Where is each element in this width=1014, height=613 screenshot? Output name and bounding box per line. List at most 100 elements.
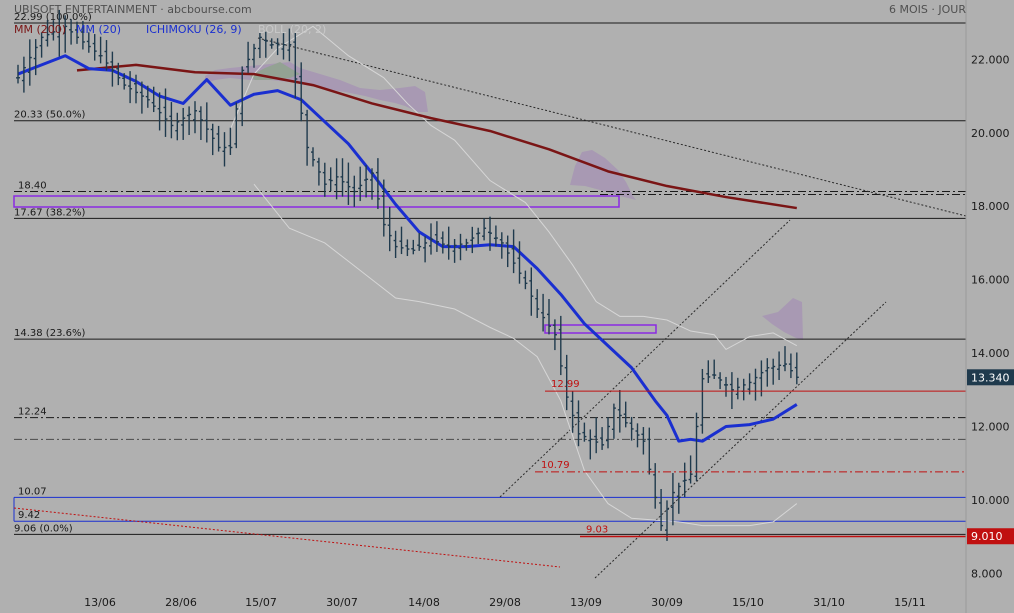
price-bar [647, 427, 652, 475]
fib-level-label: 22.99 (100.0%) [14, 12, 92, 23]
trend-lines [13, 37, 967, 579]
price-bar [417, 233, 422, 251]
price-bar [458, 233, 463, 261]
price-bar [204, 102, 209, 143]
price-bar [712, 359, 717, 379]
price-bar [611, 403, 616, 439]
y-tick-label: 16.000 [971, 274, 1010, 287]
price-bar [564, 354, 569, 411]
fib-level-label: 17.67 (38.2%) [14, 207, 85, 218]
price-bar [163, 88, 168, 137]
price-bar [552, 319, 557, 351]
price-bar [570, 391, 575, 433]
price-bar [659, 489, 664, 531]
price-bar [352, 175, 357, 207]
resistance-zone-18-40 [13, 195, 620, 208]
price-bar [293, 32, 298, 99]
price-bar [765, 358, 770, 387]
price-bar [187, 106, 192, 135]
price-bar [346, 162, 351, 205]
price-bar [246, 41, 251, 73]
horizontal-level-label: 10.07 [18, 486, 47, 497]
price-bar [287, 28, 292, 62]
price-bar [499, 232, 504, 259]
price-bar [375, 158, 380, 210]
price-bar [275, 38, 280, 56]
price-bar [98, 36, 103, 64]
price-bar [305, 109, 310, 166]
price-bar [411, 239, 416, 255]
price-bar [228, 127, 233, 155]
price-bar [523, 270, 528, 290]
price-annotations: 12.99 10.79 9.03 [535, 379, 966, 538]
price-bar [299, 62, 304, 122]
price-bar [57, 9, 62, 57]
y-tick-label: 12.000 [971, 420, 1010, 433]
price-bar [80, 20, 85, 50]
price-bar [222, 132, 227, 167]
chart-header: UBISOFT ENTERTAINMENT · abcbourse.com 6 … [14, 3, 966, 36]
price-bar [340, 158, 345, 197]
price-bar [576, 400, 581, 447]
price-bar [39, 32, 44, 58]
price-bar [682, 462, 687, 498]
price-bar [505, 235, 510, 268]
price-bar [582, 422, 587, 442]
price-bar [33, 39, 38, 76]
price-bar [210, 123, 215, 156]
price-bar [92, 34, 97, 61]
price-bar [594, 417, 599, 454]
legend-mm200: MM (200) [14, 23, 66, 36]
moving-average-200-line [76, 63, 797, 210]
price-bar [175, 112, 180, 141]
price-bar [252, 43, 256, 68]
x-tick-label: 29/08 [489, 596, 521, 609]
price-bar [517, 241, 522, 284]
x-tick-label: 15/10 [732, 596, 764, 609]
price-bar [316, 157, 321, 186]
price-bar [110, 51, 115, 87]
price-bar [122, 73, 127, 90]
annotation-label: 10.79 [541, 460, 570, 471]
x-tick-label: 13/06 [84, 596, 116, 609]
y-tick-label: 22.000 [971, 53, 1010, 66]
price-bar [128, 71, 133, 104]
price-bar [328, 167, 333, 192]
price-bar [735, 377, 740, 400]
price-bar [777, 351, 782, 381]
price-bar [688, 455, 693, 484]
price-bar [240, 66, 245, 127]
price-bar [429, 223, 433, 255]
price-bar [104, 40, 109, 71]
price-bar [263, 31, 268, 58]
price-bar [706, 360, 711, 383]
horizontal-level-label: 18.40 [18, 181, 47, 192]
y-tick-label: 10.000 [971, 494, 1010, 507]
fib-level-label: 20.33 (50.0%) [14, 110, 85, 121]
price-bar [181, 107, 186, 140]
last-price-tag: 13.340 [967, 369, 1014, 386]
price-bar [623, 401, 628, 428]
x-tick-label: 30/09 [651, 596, 683, 609]
price-bar [151, 86, 156, 113]
x-tick-label: 28/06 [165, 596, 197, 609]
price-bar [387, 206, 392, 252]
price-bar [393, 230, 398, 258]
price-bar [476, 227, 481, 244]
price-bar [700, 368, 705, 434]
x-tick-label: 13/09 [570, 596, 602, 609]
bollinger-band-line [229, 25, 798, 351]
price-bar [334, 158, 339, 200]
price-bar [145, 85, 150, 108]
price-bar [600, 427, 605, 450]
price-bar [759, 360, 764, 397]
x-tick-label: 31/10 [813, 596, 845, 609]
channel-lower-line [594, 301, 887, 579]
price-bar [788, 353, 793, 379]
y-tick-label: 14.000 [971, 347, 1010, 360]
price-bar [653, 463, 658, 509]
price-bar [16, 64, 20, 84]
legend-ichimoku: ICHIMOKU (26, 9) [146, 23, 242, 36]
